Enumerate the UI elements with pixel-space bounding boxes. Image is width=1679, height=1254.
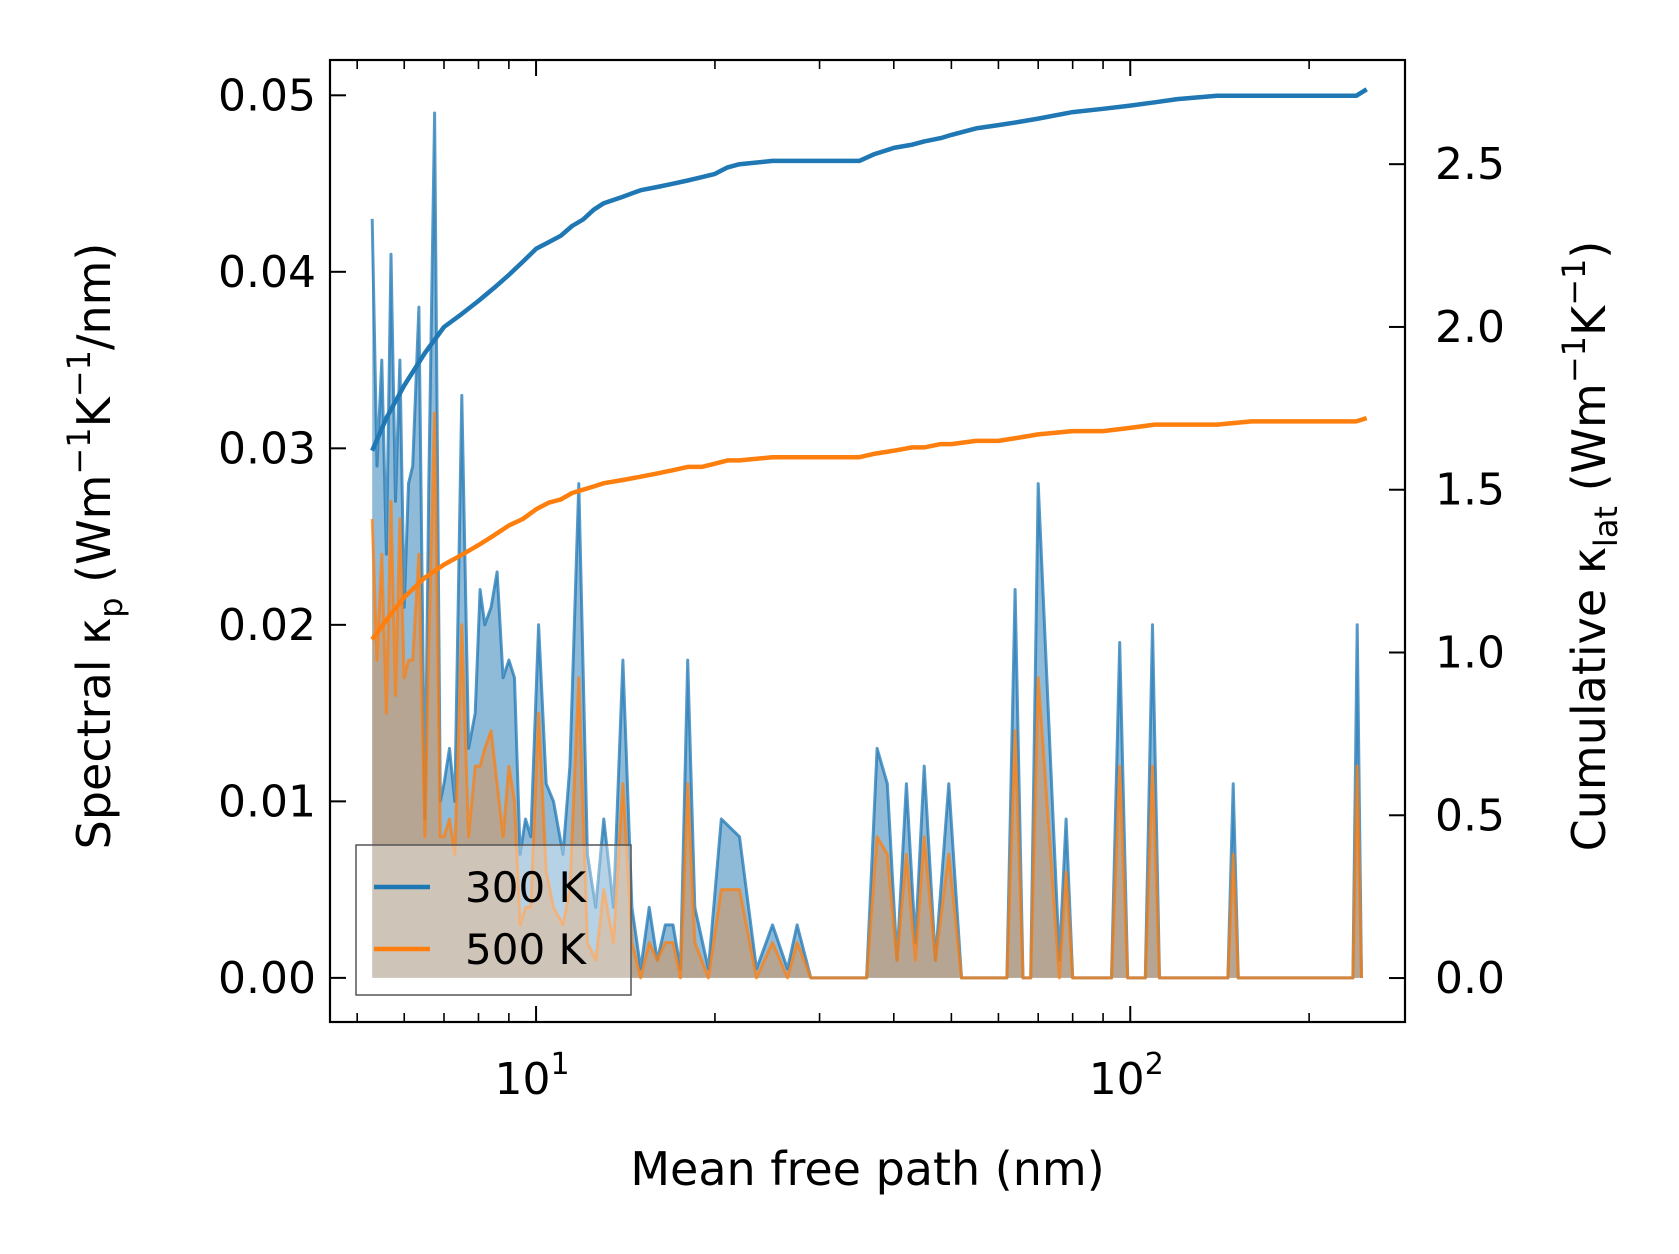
x-axis-label: Mean free path (nm)	[630, 1142, 1104, 1196]
legend-label-500k: 500 K	[465, 925, 588, 974]
legend-label-300k: 300 K	[465, 863, 588, 912]
cumulative-line-300k	[370, 87, 1368, 452]
y2-tick-label: 2.0	[1435, 302, 1505, 353]
legend: 300 K 500 K	[355, 844, 632, 996]
y-tick-label: 0.04	[218, 247, 316, 298]
plot-frame	[328, 58, 1407, 1024]
y-axis-label: Spectral κp (Wm−1K−1/nm)	[60, 243, 130, 850]
legend-box	[355, 844, 632, 996]
y2-tick-label: 2.5	[1435, 139, 1505, 190]
cumulative-line-500k	[370, 415, 1368, 641]
y2-tick-label: 0.5	[1435, 790, 1505, 841]
y-tick-label: 0.03	[218, 423, 316, 474]
y-tick-label: 0.05	[218, 70, 316, 121]
spectral-line-500k	[370, 411, 1363, 980]
spectral-area-500k	[372, 413, 1362, 978]
axis-ticks	[330, 60, 1405, 1022]
y-tick-label: 0.01	[218, 776, 316, 827]
spectral-line-300k	[370, 111, 1363, 980]
y-tick-label: 0.02	[218, 600, 316, 651]
cumulative-lines	[370, 87, 1368, 641]
y2-tick-label: 0.0	[1435, 953, 1505, 1004]
y-tick-label: 0.00	[218, 953, 316, 1004]
y2-tick-label: 1.5	[1435, 465, 1505, 516]
spectral-areas	[370, 111, 1363, 980]
y2-tick-label: 1.0	[1435, 628, 1505, 679]
